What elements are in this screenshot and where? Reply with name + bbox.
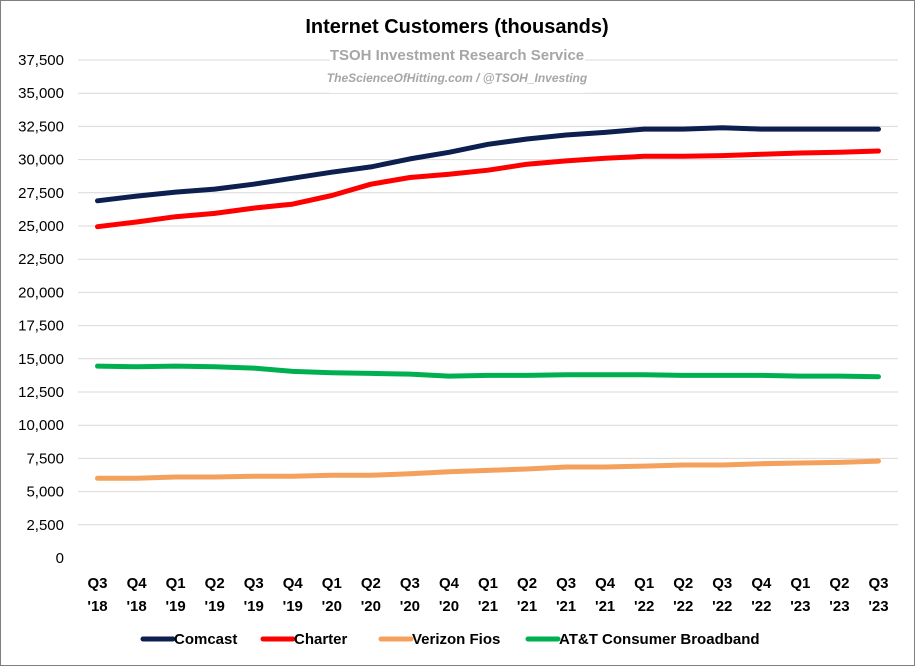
legend-label-charter: Charter: [294, 631, 348, 648]
x-tick-quarter: Q3: [88, 575, 108, 592]
x-tick-quarter: Q1: [634, 575, 654, 592]
x-tick-quarter: Q4: [127, 575, 148, 592]
x-tick-quarter: Q2: [673, 575, 693, 592]
y-tick-label: 27,500: [18, 185, 64, 202]
x-tick-quarter: Q2: [205, 575, 225, 592]
watermark-line-1: TSOH Investment Research Service: [330, 47, 584, 64]
x-tick-year: '18: [126, 598, 146, 615]
y-tick-label: 15,000: [18, 351, 64, 368]
x-tick-quarter: Q4: [439, 575, 460, 592]
x-axis-ticks: Q3 '18 Q4 '18 Q1 '19 Q2 '19 Q3 '19 Q4 '19 Q1 '20 Q2 '20…: [87, 575, 888, 615]
y-tick-label: 17,500: [18, 318, 64, 335]
series-line-at-t-consumer-broadband: [95, 363, 881, 380]
legend-label-at-t-consumer-broadband: AT&T Consumer Broadband: [559, 631, 760, 648]
x-tick-year: '20: [361, 598, 381, 615]
watermark: TSOH Investment Research Service TheScie…: [327, 43, 588, 93]
x-tick-quarter: Q1: [322, 575, 342, 592]
y-tick-label: 2,500: [26, 517, 64, 534]
chart-title: Internet Customers (thousands): [305, 16, 608, 38]
x-tick-year: '19: [205, 598, 225, 615]
x-tick-quarter: Q4: [595, 575, 616, 592]
series-line-verizon-fios: [95, 458, 881, 481]
y-tick-label: 22,500: [18, 251, 64, 268]
x-tick-quarter: Q3: [400, 575, 420, 592]
series-line-comcast: [95, 125, 881, 204]
series-lines: [95, 125, 881, 481]
x-tick-year: '18: [87, 598, 107, 615]
x-tick-year: '22: [673, 598, 693, 615]
x-tick-year: '23: [790, 598, 810, 615]
x-tick-quarter: Q2: [829, 575, 849, 592]
x-tick-year: '23: [829, 598, 849, 615]
x-tick-quarter: Q4: [751, 575, 772, 592]
series-line-charter: [95, 148, 881, 230]
y-tick-label: 35,000: [18, 85, 64, 102]
x-tick-year: '19: [244, 598, 264, 615]
legend-label-comcast: Comcast: [174, 631, 237, 648]
x-tick-quarter: Q3: [712, 575, 732, 592]
legend-label-verizon-fios: Verizon Fios: [412, 631, 500, 648]
gridlines: [78, 59, 898, 526]
x-tick-year: '21: [478, 598, 498, 615]
x-tick-quarter: Q3: [244, 575, 264, 592]
x-tick-quarter: Q2: [517, 575, 537, 592]
y-tick-label: 12,500: [18, 384, 64, 401]
y-tick-label: 5,000: [26, 484, 64, 501]
x-tick-year: '21: [517, 598, 537, 615]
y-tick-label: 37,500: [18, 52, 64, 69]
x-tick-year: '20: [322, 598, 342, 615]
x-tick-quarter: Q3: [868, 575, 888, 592]
y-tick-label: 30,000: [18, 152, 64, 169]
x-tick-quarter: Q1: [166, 575, 186, 592]
y-tick-label: 20,000: [18, 284, 64, 301]
x-tick-year: '21: [556, 598, 576, 615]
y-tick-label: 7,500: [26, 450, 64, 467]
x-tick-year: '19: [283, 598, 303, 615]
x-tick-quarter: Q1: [478, 575, 498, 592]
y-tick-label: 10,000: [18, 417, 64, 434]
x-tick-year: '22: [712, 598, 732, 615]
y-tick-label: 0: [56, 550, 64, 567]
legend: Comcast Charter Verizon Fios AT&T Consumer …: [140, 631, 760, 648]
x-tick-year: '20: [439, 598, 459, 615]
y-tick-label: 25,000: [18, 218, 64, 235]
x-tick-quarter: Q4: [283, 575, 304, 592]
x-tick-quarter: Q1: [790, 575, 810, 592]
x-tick-year: '22: [751, 598, 771, 615]
y-axis-ticks: 0 2,500 5,000 7,500 10,000 12,500 15,000 17,500…: [18, 52, 64, 567]
x-tick-year: '22: [634, 598, 654, 615]
x-tick-year: '20: [400, 598, 420, 615]
x-tick-quarter: Q2: [361, 575, 381, 592]
x-tick-year: '23: [868, 598, 888, 615]
x-tick-quarter: Q3: [556, 575, 576, 592]
watermark-background: [330, 43, 585, 93]
y-tick-label: 32,500: [18, 118, 64, 135]
watermark-line-2: TheScienceOfHitting.com / @TSOH_Investin…: [327, 71, 588, 85]
x-tick-year: '19: [165, 598, 185, 615]
x-tick-year: '21: [595, 598, 615, 615]
